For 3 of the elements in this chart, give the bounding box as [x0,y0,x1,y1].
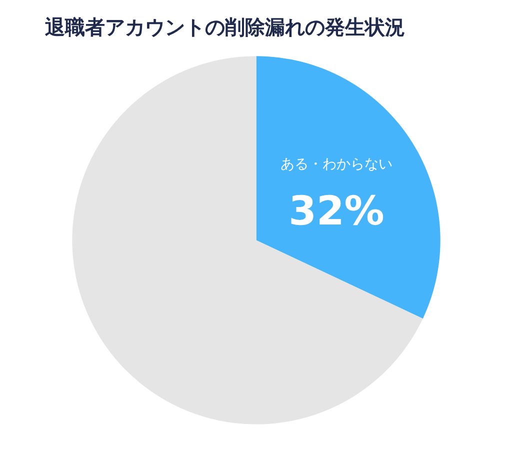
slice-label: ある・わからない [280,156,393,172]
data-label: 32% [288,188,384,234]
chart-title: 退職者アカウントの削除漏れの発生状況 [44,15,405,39]
